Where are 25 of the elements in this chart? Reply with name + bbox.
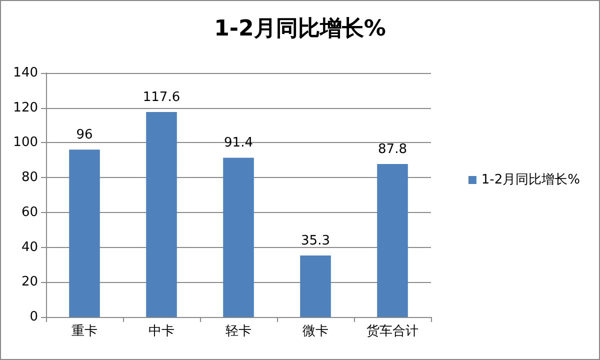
y-tick-label: 80: [21, 170, 38, 186]
data-label: 117.6: [142, 90, 180, 106]
bar: [69, 150, 100, 317]
y-tick-label: 40: [21, 240, 38, 255]
y-tick-label: 0: [30, 310, 38, 324]
x-tick-label: 微卡: [302, 324, 328, 339]
bar: [223, 158, 254, 317]
y-tick-label: 140: [13, 66, 38, 80]
data-label: 35.3: [301, 233, 330, 248]
y-tick-label: 60: [21, 204, 38, 220]
data-label: 91.4: [224, 136, 253, 151]
data-label: 87.8: [378, 142, 407, 157]
x-tick-label: 重卡: [72, 324, 98, 339]
chart-title: 1-2月同比增长%: [214, 16, 386, 42]
bar: [300, 255, 331, 317]
bar: [377, 164, 408, 317]
y-tick-label: 120: [13, 100, 38, 116]
y-tick-label: 100: [13, 135, 38, 150]
x-tick-label: 中卡: [148, 324, 174, 339]
legend-label: 1-2月同比增长%: [481, 172, 580, 188]
data-label: 96: [76, 128, 93, 143]
x-tick-label: 轻卡: [226, 324, 252, 339]
x-tick-label: 货车合计: [366, 324, 418, 339]
y-tick-label: 20: [21, 274, 38, 290]
bar: [146, 112, 177, 317]
